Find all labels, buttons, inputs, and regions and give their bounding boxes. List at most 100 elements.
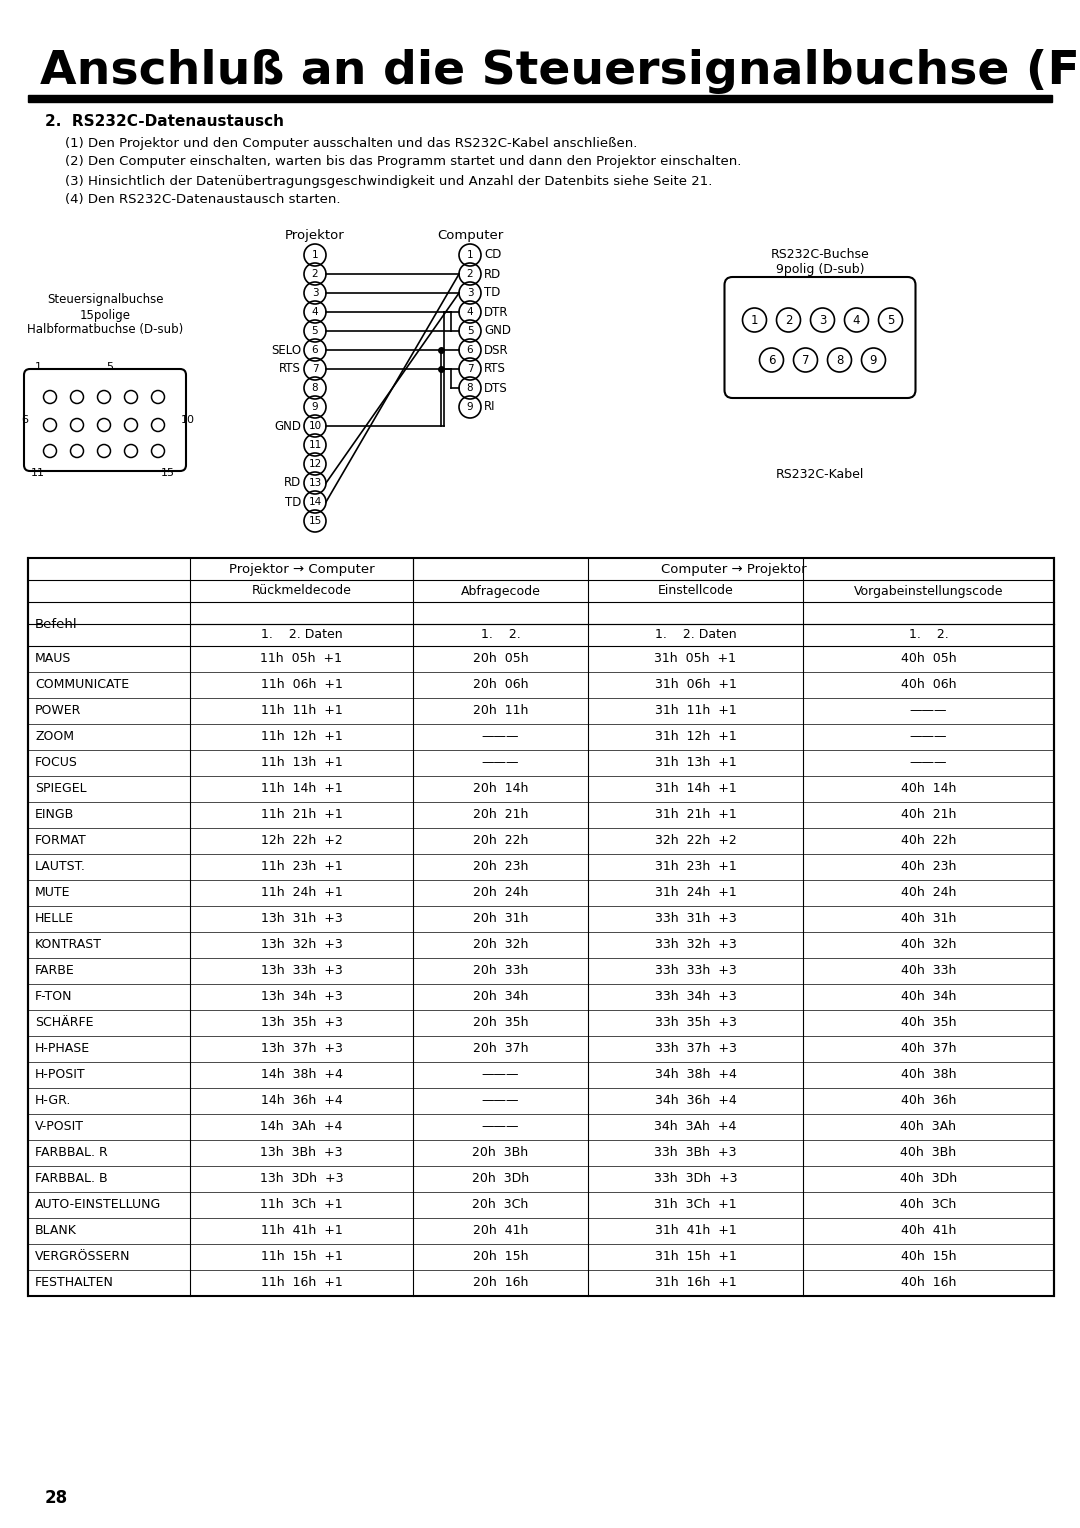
Text: 9: 9 [467, 402, 473, 413]
Text: 5: 5 [312, 325, 319, 336]
Text: 20h  16h: 20h 16h [473, 1276, 528, 1290]
Text: 2: 2 [312, 269, 319, 280]
Text: TD: TD [285, 495, 301, 509]
Text: RD: RD [284, 477, 301, 489]
Text: 40h  05h: 40h 05h [901, 652, 956, 666]
Text: 5: 5 [107, 362, 113, 371]
Text: 31h  14h  +1: 31h 14h +1 [654, 782, 737, 796]
Text: 1.    2. Daten: 1. 2. Daten [654, 628, 737, 642]
Text: Computer: Computer [437, 229, 503, 241]
Text: 3: 3 [467, 287, 473, 298]
Text: 13h  37h  +3: 13h 37h +3 [260, 1042, 342, 1056]
Text: 34h  38h  +4: 34h 38h +4 [654, 1068, 737, 1082]
Text: 20h  11h: 20h 11h [473, 704, 528, 718]
Text: ———: ——— [482, 756, 519, 770]
Text: 33h  37h  +3: 33h 37h +3 [654, 1042, 737, 1056]
Text: 1.    2. Daten: 1. 2. Daten [260, 628, 342, 642]
Text: 7: 7 [312, 364, 319, 374]
Text: 40h  16h: 40h 16h [901, 1276, 956, 1290]
Text: 31h  23h  +1: 31h 23h +1 [654, 860, 737, 874]
Text: 14h  3Ah  +4: 14h 3Ah +4 [260, 1120, 342, 1134]
Text: Projektor → Computer: Projektor → Computer [229, 562, 375, 576]
Text: ———: ——— [482, 730, 519, 744]
Text: 20h  41h: 20h 41h [473, 1224, 528, 1238]
Text: 31h  15h  +1: 31h 15h +1 [654, 1250, 737, 1264]
Text: 9polig (D-sub): 9polig (D-sub) [775, 263, 864, 277]
Text: V-POSIT: V-POSIT [35, 1120, 84, 1134]
Text: 4: 4 [467, 307, 473, 316]
Text: Vorgabeinstellungscode: Vorgabeinstellungscode [854, 585, 1003, 597]
Text: 2: 2 [785, 313, 793, 327]
Text: 13h  3Dh  +3: 13h 3Dh +3 [260, 1172, 343, 1186]
Text: ———: ——— [909, 730, 947, 744]
Text: DSR: DSR [484, 344, 509, 356]
Text: 7: 7 [467, 364, 473, 374]
Text: 31h  3Ch  +1: 31h 3Ch +1 [654, 1198, 737, 1212]
Text: 40h  36h: 40h 36h [901, 1094, 956, 1108]
Text: 31h  13h  +1: 31h 13h +1 [654, 756, 737, 770]
Text: RS232C-Kabel: RS232C-Kabel [775, 468, 864, 480]
Text: FOCUS: FOCUS [35, 756, 78, 770]
Text: 40h  24h: 40h 24h [901, 886, 956, 900]
Text: 11h  06h  +1: 11h 06h +1 [260, 678, 342, 692]
Text: 11h  05h  +1: 11h 05h +1 [260, 652, 342, 666]
Text: 40h  15h: 40h 15h [901, 1250, 956, 1264]
Text: 40h  34h: 40h 34h [901, 990, 956, 1004]
Text: F-TON: F-TON [35, 990, 72, 1004]
Text: 1: 1 [467, 251, 473, 260]
Text: HELLE: HELLE [35, 912, 75, 926]
Text: RD: RD [484, 267, 501, 281]
Text: ZOOM: ZOOM [35, 730, 75, 744]
Text: 40h  38h: 40h 38h [901, 1068, 956, 1082]
Text: POWER: POWER [35, 704, 81, 718]
Text: ———: ——— [482, 1094, 519, 1108]
Text: MAUS: MAUS [35, 652, 71, 666]
Text: 20h  21h: 20h 21h [473, 808, 528, 822]
Text: 10: 10 [181, 416, 195, 425]
Text: 14: 14 [309, 497, 322, 507]
Text: 13h  35h  +3: 13h 35h +3 [260, 1016, 342, 1030]
Text: 20h  22h: 20h 22h [473, 834, 528, 848]
Text: 28: 28 [45, 1488, 68, 1507]
Text: 7: 7 [801, 353, 809, 367]
Text: 20h  3Ch: 20h 3Ch [472, 1198, 528, 1212]
Text: 20h  3Dh: 20h 3Dh [472, 1172, 529, 1186]
Text: FARBBAL. R: FARBBAL. R [35, 1146, 108, 1160]
Text: 5: 5 [467, 325, 473, 336]
Text: 5: 5 [887, 313, 894, 327]
Text: 31h  16h  +1: 31h 16h +1 [654, 1276, 737, 1290]
Text: 31h  06h  +1: 31h 06h +1 [654, 678, 737, 692]
Text: 33h  3Dh  +3: 33h 3Dh +3 [653, 1172, 738, 1186]
Text: 13h  32h  +3: 13h 32h +3 [260, 938, 342, 952]
Text: SCHÄRFE: SCHÄRFE [35, 1016, 94, 1030]
Text: 11h  21h  +1: 11h 21h +1 [260, 808, 342, 822]
Text: GND: GND [484, 324, 511, 338]
Text: (4) Den RS232C-Datenaustausch starten.: (4) Den RS232C-Datenaustausch starten. [65, 194, 340, 206]
Text: (1) Den Projektor und den Computer ausschalten und das RS232C-Kabel anschließen.: (1) Den Projektor und den Computer aussc… [65, 136, 637, 150]
Text: (3) Hinsichtlich der Datenübertragungsgeschwindigkeit und Anzahl der Datenbits s: (3) Hinsichtlich der Datenübertragungsge… [65, 174, 713, 188]
Text: ———: ——— [482, 1120, 519, 1134]
Text: Abfragecode: Abfragecode [460, 585, 540, 597]
Text: DTS: DTS [484, 382, 508, 394]
Text: LAUTST.: LAUTST. [35, 860, 86, 874]
Text: 31h  24h  +1: 31h 24h +1 [654, 886, 737, 900]
Text: CD: CD [484, 249, 501, 261]
Text: 6: 6 [467, 345, 473, 354]
Text: 40h  33h: 40h 33h [901, 964, 956, 978]
Text: 11h  12h  +1: 11h 12h +1 [260, 730, 342, 744]
Text: 40h  37h: 40h 37h [901, 1042, 956, 1056]
Text: 9: 9 [869, 353, 877, 367]
Text: 6: 6 [22, 416, 28, 425]
Text: Einstellcode: Einstellcode [658, 585, 733, 597]
Text: 13h  34h  +3: 13h 34h +3 [260, 990, 342, 1004]
Text: 13h  31h  +3: 13h 31h +3 [260, 912, 342, 926]
Text: 20h  33h: 20h 33h [473, 964, 528, 978]
Text: 40h  32h: 40h 32h [901, 938, 956, 952]
Text: 3: 3 [312, 287, 319, 298]
Text: 31h  41h  +1: 31h 41h +1 [654, 1224, 737, 1238]
Text: 9: 9 [312, 402, 319, 413]
Text: Steuersignalbuchse: Steuersignalbuchse [46, 293, 163, 307]
Text: 15polige: 15polige [80, 309, 131, 321]
Text: 11h  14h  +1: 11h 14h +1 [260, 782, 342, 796]
Text: 20h  3Bh: 20h 3Bh [472, 1146, 528, 1160]
